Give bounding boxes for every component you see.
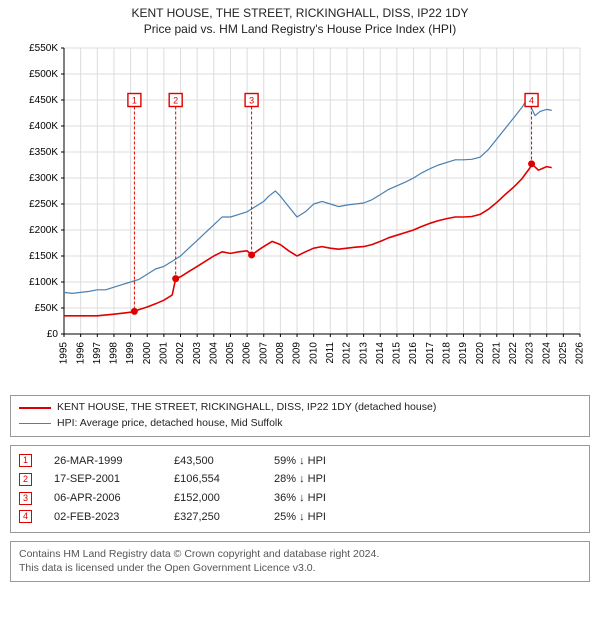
svg-text:1998: 1998 bbox=[109, 342, 120, 365]
svg-text:2005: 2005 bbox=[225, 342, 236, 365]
svg-text:1996: 1996 bbox=[75, 342, 86, 365]
footer-attribution: Contains HM Land Registry data © Crown c… bbox=[10, 541, 590, 581]
chart-subtitle: Price paid vs. HM Land Registry's House … bbox=[10, 22, 590, 36]
event-row: 4 02-FEB-2023£327,25025% ↓ HPI bbox=[19, 508, 581, 527]
svg-text:1: 1 bbox=[132, 96, 137, 106]
svg-text:£450K: £450K bbox=[29, 95, 58, 106]
legend-item: HPI: Average price, detached house, Mid … bbox=[19, 416, 581, 432]
legend-label: HPI: Average price, detached house, Mid … bbox=[57, 416, 283, 432]
svg-text:£300K: £300K bbox=[29, 173, 58, 184]
price-chart: £0 £50K £100K £150K £200K £250K £300K £350K £400… bbox=[10, 42, 590, 387]
event-date: 17-SEP-2001 bbox=[54, 470, 174, 489]
svg-text:2018: 2018 bbox=[441, 342, 452, 365]
svg-text:£400K: £400K bbox=[29, 121, 58, 132]
event-date: 06-APR-2006 bbox=[54, 489, 174, 508]
svg-text:1995: 1995 bbox=[59, 342, 70, 365]
svg-text:2020: 2020 bbox=[475, 342, 486, 365]
svg-text:2001: 2001 bbox=[159, 342, 170, 365]
svg-text:£350K: £350K bbox=[29, 147, 58, 158]
event-diff: 25% ↓ HPI bbox=[274, 508, 354, 527]
svg-text:£0: £0 bbox=[47, 329, 59, 340]
svg-text:£200K: £200K bbox=[29, 225, 58, 236]
svg-text:2017: 2017 bbox=[425, 342, 436, 365]
svg-text:2008: 2008 bbox=[275, 342, 286, 365]
svg-text:2006: 2006 bbox=[242, 342, 253, 365]
footer-line-2: This data is licensed under the Open Gov… bbox=[19, 561, 581, 575]
svg-text:£50K: £50K bbox=[35, 303, 59, 314]
event-diff: 28% ↓ HPI bbox=[274, 470, 354, 489]
event-price: £152,000 bbox=[174, 489, 274, 508]
legend-item: KENT HOUSE, THE STREET, RICKINGHALL, DIS… bbox=[19, 400, 581, 416]
svg-text:2016: 2016 bbox=[408, 342, 419, 365]
legend: KENT HOUSE, THE STREET, RICKINGHALL, DIS… bbox=[10, 395, 590, 437]
svg-text:£150K: £150K bbox=[29, 251, 58, 262]
svg-text:£250K: £250K bbox=[29, 199, 58, 210]
event-row: 1 26-MAR-1999£43,50059% ↓ HPI bbox=[19, 452, 581, 471]
svg-text:2024: 2024 bbox=[541, 342, 552, 365]
legend-swatch bbox=[19, 423, 51, 424]
svg-text:4: 4 bbox=[529, 96, 534, 106]
svg-text:2003: 2003 bbox=[192, 342, 203, 365]
event-diff: 59% ↓ HPI bbox=[274, 452, 354, 471]
event-row: 3 06-APR-2006£152,00036% ↓ HPI bbox=[19, 489, 581, 508]
event-marker: 3 bbox=[19, 492, 32, 505]
svg-text:2014: 2014 bbox=[375, 342, 386, 365]
svg-text:£100K: £100K bbox=[29, 277, 58, 288]
svg-text:3: 3 bbox=[249, 96, 254, 106]
svg-text:2023: 2023 bbox=[525, 342, 536, 365]
svg-text:2007: 2007 bbox=[258, 342, 269, 365]
svg-text:2012: 2012 bbox=[342, 342, 353, 365]
event-row: 2 17-SEP-2001£106,55428% ↓ HPI bbox=[19, 470, 581, 489]
svg-text:2000: 2000 bbox=[142, 342, 153, 365]
events-table: 1 26-MAR-1999£43,50059% ↓ HPI 2 17-SEP-2001… bbox=[10, 445, 590, 534]
svg-text:2026: 2026 bbox=[575, 342, 586, 365]
event-price: £43,500 bbox=[174, 452, 274, 471]
event-marker: 2 bbox=[19, 473, 32, 486]
legend-label: KENT HOUSE, THE STREET, RICKINGHALL, DIS… bbox=[57, 400, 436, 416]
svg-text:1997: 1997 bbox=[92, 342, 103, 365]
svg-text:2015: 2015 bbox=[392, 342, 403, 365]
event-price: £327,250 bbox=[174, 508, 274, 527]
svg-text:2021: 2021 bbox=[491, 342, 502, 365]
chart-svg: £0 £50K £100K £150K £200K £250K £300K £350K £400… bbox=[10, 42, 590, 382]
svg-text:2013: 2013 bbox=[358, 342, 369, 365]
event-date: 26-MAR-1999 bbox=[54, 452, 174, 471]
event-marker: 4 bbox=[19, 510, 32, 523]
event-diff: 36% ↓ HPI bbox=[274, 489, 354, 508]
svg-text:2025: 2025 bbox=[558, 342, 569, 365]
svg-text:2: 2 bbox=[173, 96, 178, 106]
svg-text:2009: 2009 bbox=[292, 342, 303, 365]
svg-text:£500K: £500K bbox=[29, 69, 58, 80]
svg-text:2004: 2004 bbox=[208, 342, 219, 365]
svg-text:£550K: £550K bbox=[29, 43, 58, 54]
svg-text:2002: 2002 bbox=[175, 342, 186, 365]
svg-text:2011: 2011 bbox=[325, 342, 336, 364]
svg-text:2010: 2010 bbox=[308, 342, 319, 365]
chart-title: KENT HOUSE, THE STREET, RICKINGHALL, DIS… bbox=[10, 6, 590, 20]
legend-swatch bbox=[19, 407, 51, 409]
footer-line-1: Contains HM Land Registry data © Crown c… bbox=[19, 547, 581, 561]
svg-text:2019: 2019 bbox=[458, 342, 469, 365]
event-date: 02-FEB-2023 bbox=[54, 508, 174, 527]
svg-text:2022: 2022 bbox=[508, 342, 519, 365]
event-marker: 1 bbox=[19, 454, 32, 467]
event-price: £106,554 bbox=[174, 470, 274, 489]
svg-text:1999: 1999 bbox=[125, 342, 136, 365]
